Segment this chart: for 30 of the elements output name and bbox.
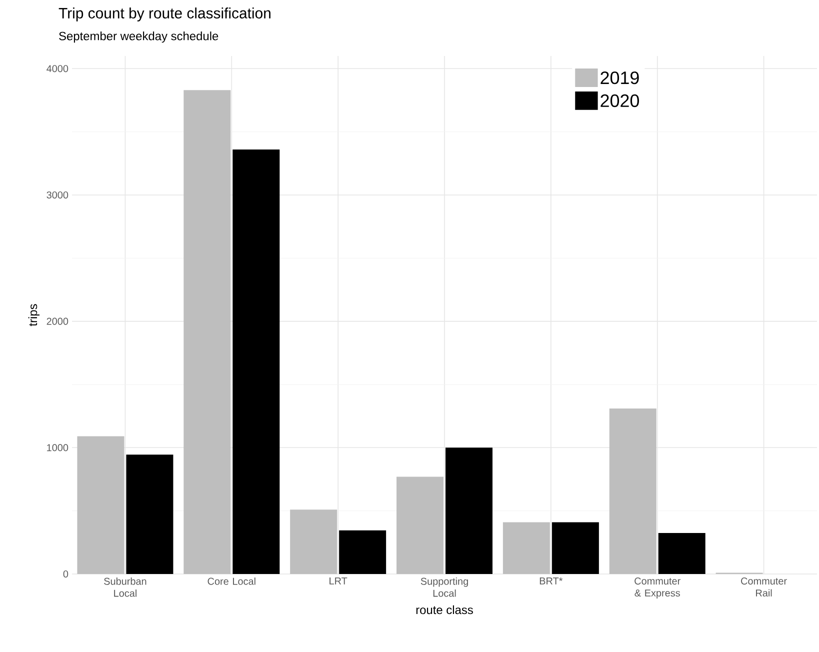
x-tick-label: Supporting Local [420, 578, 468, 597]
bar [502, 522, 550, 574]
y-tick-label: 2000 [46, 318, 68, 325]
x-tick-label: Suburban Local [104, 578, 146, 597]
bar [658, 532, 706, 574]
y-tick-label: 3000 [46, 191, 68, 198]
bar [184, 90, 231, 574]
x-tick-label: Commuter & Express [634, 578, 680, 598]
x-tick-label: Commuter Rail [741, 578, 787, 597]
x-axis-title: route class [416, 605, 473, 614]
legend-label: 2020 [600, 94, 639, 108]
chart-title: Trip count by route classification [58, 8, 270, 22]
chart-subtitle: September weekday schedule [59, 32, 218, 43]
bar [552, 522, 599, 574]
bar [445, 448, 492, 574]
bar [609, 408, 656, 574]
bar [396, 476, 444, 574]
y-tick-label: 4000 [46, 65, 68, 72]
bar [290, 510, 338, 574]
bar [339, 530, 386, 574]
x-tick-label: LRT [330, 578, 348, 584]
x-tick-label: BRT* [540, 578, 563, 584]
bar [126, 454, 174, 574]
legend-label: 2019 [600, 71, 639, 84]
x-tick-label: Core Local [208, 578, 256, 585]
y-tick-label: 1000 [47, 444, 68, 452]
bar [77, 436, 124, 574]
y-axis-title: trips [28, 304, 40, 326]
bar [232, 149, 280, 574]
y-tick-label: 0 [63, 570, 68, 578]
